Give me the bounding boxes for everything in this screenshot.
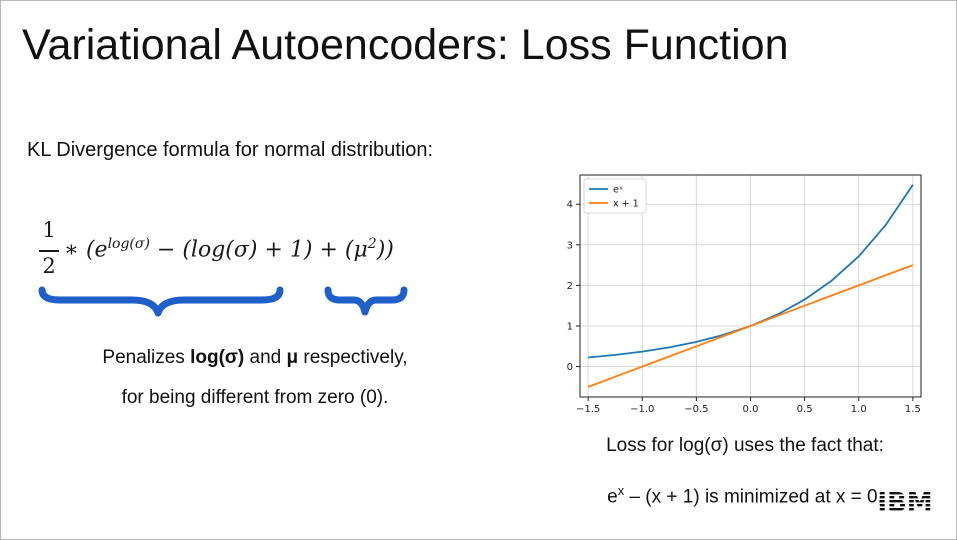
legend-box (583, 178, 647, 214)
penalty-text: Penalizes (102, 347, 191, 368)
slide-title: Variational Autoencoders: Loss Function (22, 21, 789, 69)
kl-divergence-label: KL Divergence formula for normal distrib… (27, 139, 434, 161)
caption-e: e (607, 486, 618, 508)
ibm-logo-text: IBM (877, 488, 932, 516)
x-tick-label: 1.0 (851, 404, 867, 415)
caption-x-superscript: x (617, 483, 625, 498)
x-tick-label: −0.5 (684, 404, 708, 415)
x-tick-label: −1.5 (576, 404, 600, 415)
y-tick-label: 2 (567, 281, 573, 292)
formula-rest: − (log(σ) + 1) + (μ (149, 237, 368, 263)
legend-label: eˣ (613, 185, 623, 196)
y-tick-label: 3 (567, 240, 573, 251)
formula-square: 2 (367, 236, 377, 252)
exp-vs-linear-chart: −1.5 −1.0 −0.5 0.0 0.5 1.0 1.5 0 1 2 3 4 eˣ x + 1 (567, 174, 922, 415)
kl-formula: 1 2 ∗ (elog(σ) − (log(σ) + 1) + (μ2)) (38, 218, 478, 288)
formula-numerator: 1 (42, 218, 56, 242)
penalty-respectively: respectively, (298, 347, 408, 368)
x-tick-label: 0.5 (797, 404, 813, 415)
chart-lines (587, 184, 914, 388)
penalty-and: and (244, 347, 287, 368)
penalty-log-sigma: log(σ) (190, 347, 245, 368)
x-tick-label: 0.0 (743, 404, 759, 415)
series-line-linear (587, 264, 914, 388)
formula-exponent: log(σ) (107, 236, 150, 252)
y-tick-label: 0 (567, 362, 573, 373)
caption-line-2: ex – (x + 1) is minimized at x = 0. (575, 479, 915, 509)
ibm-logo: IBM (877, 488, 932, 516)
legend-label: x + 1 (613, 199, 639, 210)
formula-denominator: 2 (42, 254, 56, 278)
formula-expression: ∗ (elog(σ) − (log(σ) + 1) + (μ2)) (64, 236, 394, 262)
formula-end: )) (376, 237, 394, 263)
caption-rest: – (x + 1) is minimized at x = 0. (624, 486, 883, 508)
penalty-line-1: Penalizes log(σ) and μ respectively, (40, 346, 470, 370)
chart-ticks: −1.5 −1.0 −0.5 0.0 0.5 1.0 1.5 0 1 2 3 4 (567, 200, 921, 415)
x-tick-label: −1.0 (630, 404, 654, 415)
x-tick-label: 1.5 (905, 404, 921, 415)
penalty-mu: μ (286, 347, 299, 368)
formula-e: e (94, 237, 108, 263)
chart-legend: eˣ x + 1 (583, 178, 647, 214)
underbrace-mu (324, 286, 408, 316)
penalty-line-2: for being different from zero (0). (121, 387, 389, 408)
caption-line-1: Loss for log(σ) uses the fact that: (606, 435, 884, 456)
underbraces (38, 286, 408, 317)
fraction-bar (39, 250, 59, 252)
y-tick-label: 1 (567, 321, 573, 332)
formula-mult: ∗ ( (64, 237, 95, 263)
y-tick-label: 4 (567, 200, 573, 211)
underbrace-log-sigma (38, 286, 284, 317)
